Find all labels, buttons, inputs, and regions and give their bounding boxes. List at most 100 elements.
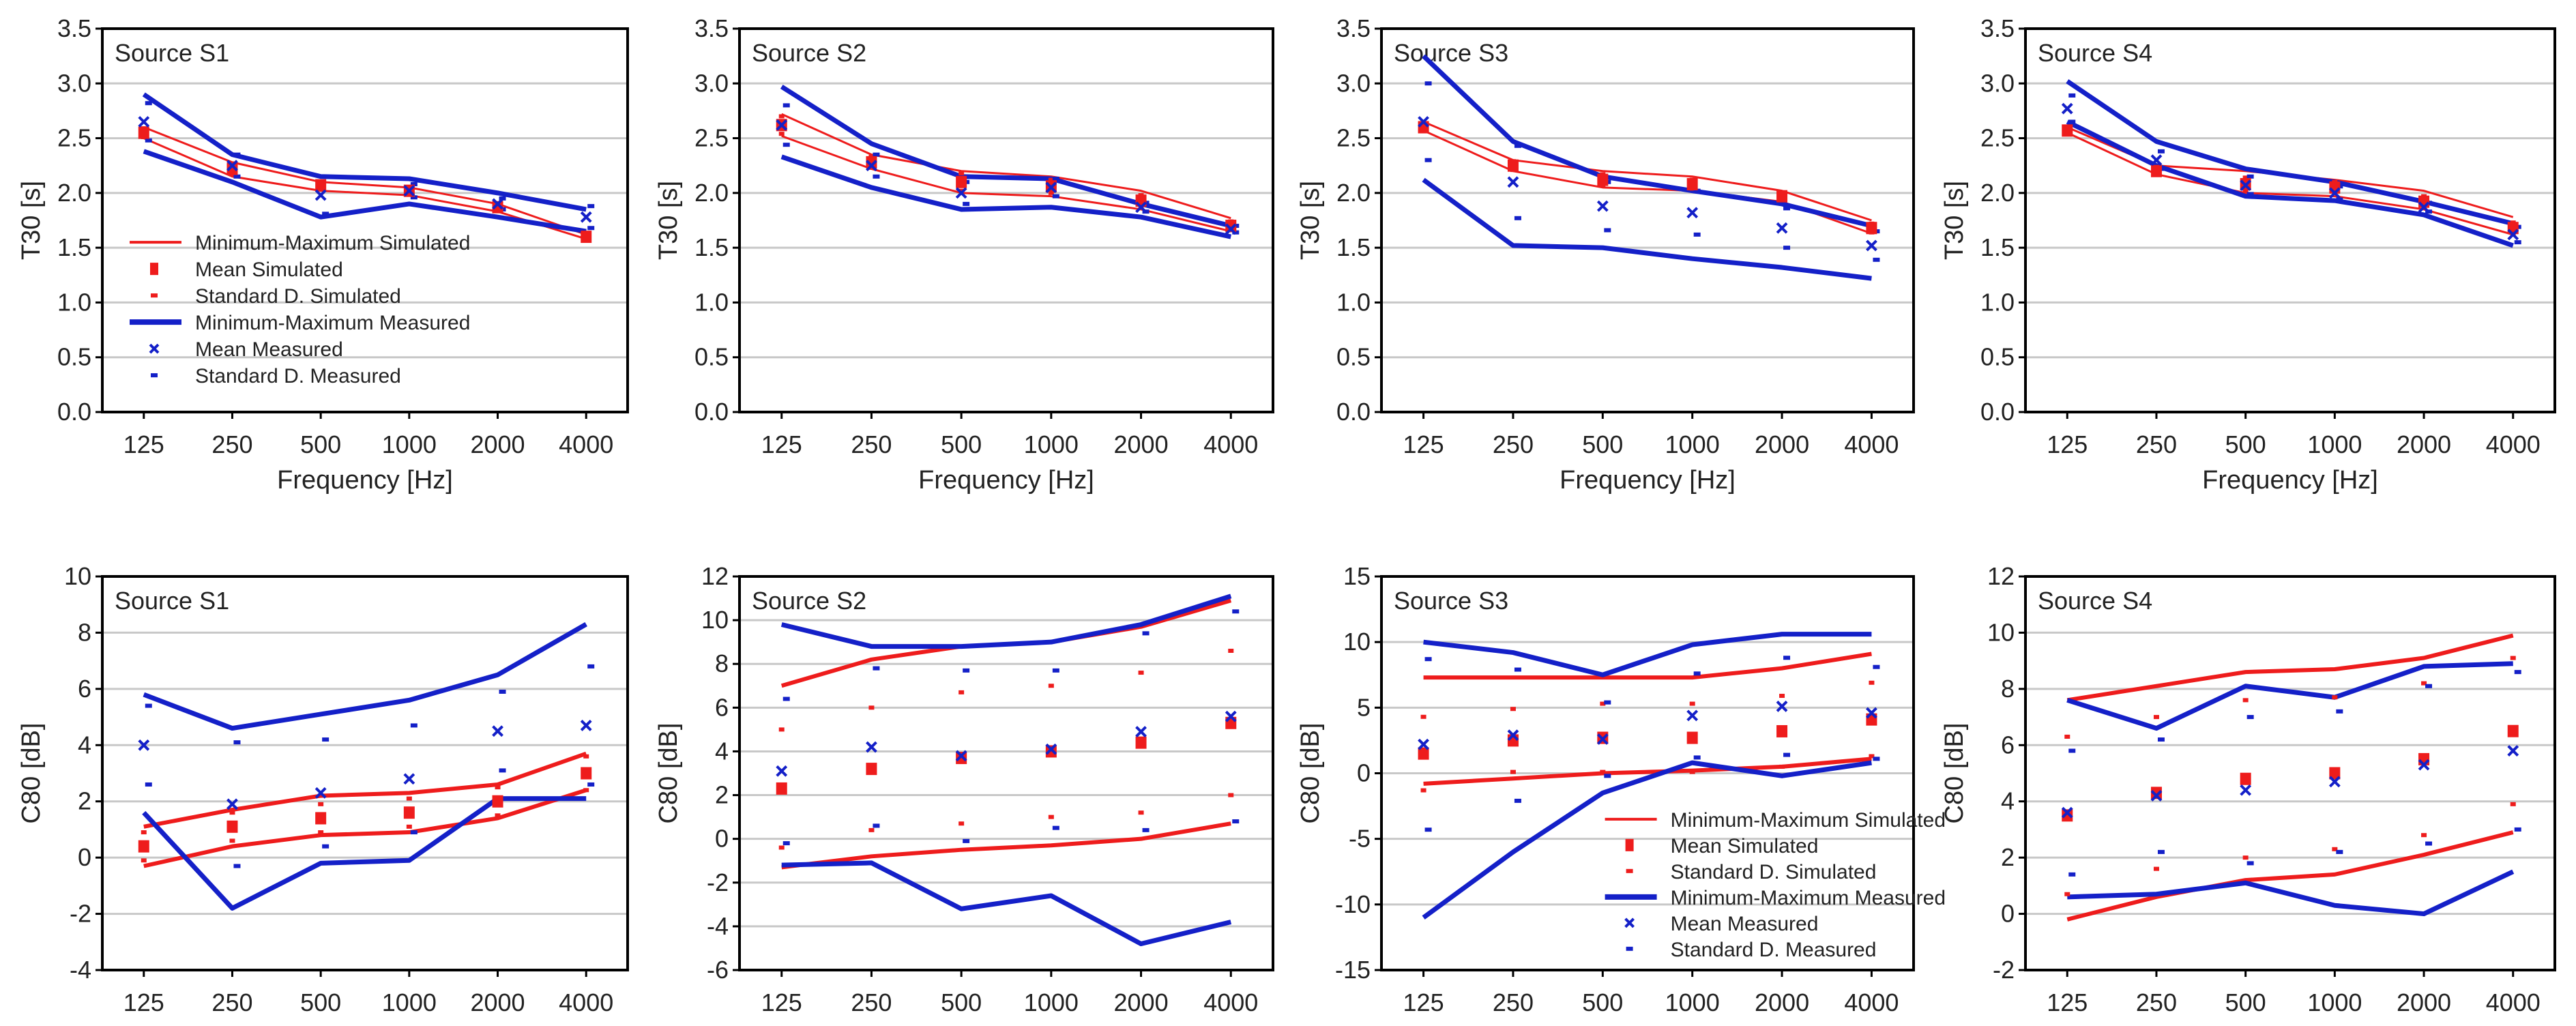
sd-simulated-marker — [583, 754, 589, 759]
mean-measured-marker — [1776, 700, 1788, 712]
sd-simulated-marker — [1138, 810, 1144, 815]
y-tick-label: 1.5 — [694, 233, 729, 261]
sd-simulated-marker — [778, 132, 785, 136]
sd-measured-marker — [2246, 715, 2254, 720]
min-simulated-line — [781, 134, 1231, 233]
mean-simulated-marker — [1686, 178, 1698, 191]
sd-measured-marker — [1514, 216, 1521, 220]
y-tick-label: 2.0 — [1336, 179, 1371, 207]
y-tick-label: 8 — [715, 649, 729, 677]
y-axis-label: C80 [dB] — [654, 723, 683, 824]
sd-measured-marker — [499, 689, 506, 694]
x-tick-label: 250 — [1493, 988, 1534, 1016]
mean-measured-marker — [1596, 200, 1609, 212]
sd-simulated-marker — [318, 802, 324, 806]
mean-measured-marker — [2061, 806, 2073, 819]
sd-measured-marker — [2157, 737, 2165, 742]
sd-simulated-marker — [1869, 680, 1875, 685]
sd-measured-marker — [873, 666, 880, 671]
y-tick-label: 0.0 — [694, 398, 729, 426]
sd-measured-marker — [2425, 684, 2433, 688]
x-tick-label: 1000 — [1024, 430, 1079, 458]
sd-simulated-marker — [1048, 815, 1054, 819]
x-tick-label: 500 — [941, 988, 982, 1016]
mean-simulated-marker — [2150, 164, 2162, 177]
y-tick-label: 3.5 — [1336, 14, 1371, 42]
y-tick-label: 15 — [1343, 562, 1371, 590]
legend-label: Mean Measured — [1671, 913, 1819, 935]
sd-simulated-marker — [2332, 847, 2338, 851]
sd-measured-marker — [1424, 657, 1432, 662]
max-measured-line — [143, 622, 587, 731]
sd-measured-marker — [873, 823, 880, 828]
mean-measured-marker — [403, 185, 415, 197]
sd-simulated-marker — [2242, 698, 2249, 703]
sd-measured-marker — [1693, 188, 1701, 193]
y-tick-label: 4 — [78, 731, 91, 759]
mean-simulated-marker — [2329, 767, 2341, 780]
mean-measured-marker — [1686, 709, 1699, 722]
legend-label: Standard D. Simulated — [1671, 861, 1877, 883]
sd-simulated-marker — [1779, 764, 1785, 769]
min-simulated-line — [1423, 757, 1872, 786]
min-measured-line — [1422, 760, 1872, 920]
x-tick-label: 2000 — [470, 430, 525, 458]
x-tick-label: 125 — [123, 988, 164, 1016]
sd-measured-marker — [1604, 774, 1611, 778]
y-tick-label: 0.5 — [57, 343, 91, 371]
legend-square-swatch — [150, 263, 158, 276]
y-axis-label: T30 [s] — [1940, 181, 1969, 260]
sd-measured-marker — [1514, 798, 1521, 803]
legend-label: Minimum-Maximum Simulated — [195, 232, 470, 254]
mean-simulated-marker — [1418, 747, 1429, 760]
mean-measured-marker — [776, 119, 788, 131]
y-axis-label: T30 [s] — [17, 181, 46, 260]
mean-simulated-marker — [2062, 124, 2073, 137]
x-tick-label: 2000 — [1114, 988, 1169, 1016]
y-tick-label: 0.5 — [1980, 343, 2015, 371]
x-axis-label: Frequency [Hz] — [1560, 466, 1736, 495]
x-tick-label: 500 — [2225, 430, 2266, 458]
mean-simulated-marker — [2062, 809, 2073, 822]
sd-measured-marker — [145, 101, 152, 106]
mean-measured-marker — [1776, 222, 1788, 234]
y-tick-label: -4 — [707, 912, 729, 940]
sd-simulated-marker — [583, 788, 589, 793]
x-tick-label: 125 — [761, 988, 802, 1016]
min-simulated-line — [781, 821, 1231, 870]
x-tick-label: 1000 — [382, 988, 437, 1016]
sd-measured-marker — [1783, 246, 1791, 250]
plot-frame — [1380, 575, 1915, 971]
sd-measured-marker — [2068, 119, 2076, 124]
legend-x-swatch — [1624, 918, 1635, 928]
legend-label: Standard D. Measured — [195, 365, 401, 387]
sd-measured-marker — [1142, 631, 1150, 636]
x-tick-label: 125 — [2047, 988, 2088, 1016]
min-simulated-line — [143, 788, 587, 868]
max-simulated-line — [1422, 121, 1872, 222]
x-axis-label: Frequency [Hz] — [277, 1024, 453, 1026]
sd-measured-marker — [587, 664, 595, 669]
y-axis-label: C80 [dB] — [1296, 723, 1325, 824]
y-tick-label: 0 — [2001, 900, 2015, 928]
y-tick-label: 3.0 — [1980, 69, 2015, 97]
y-tick-label: 10 — [1987, 618, 2015, 646]
x-tick-label: 500 — [1582, 988, 1623, 1016]
legend-label: Mean Simulated — [1671, 835, 1819, 858]
mean-measured-marker — [1045, 181, 1057, 194]
y-tick-label: 0.0 — [57, 398, 91, 426]
x-tick-label: 125 — [1403, 988, 1444, 1016]
sd-simulated-marker — [495, 813, 501, 818]
sd-measured-marker — [2514, 240, 2521, 245]
sd-measured-marker — [2336, 709, 2343, 714]
mean-measured-marker — [1507, 176, 1519, 188]
x-tick-label: 1000 — [382, 430, 437, 458]
mean-simulated-marker — [866, 763, 877, 776]
sd-measured-marker — [1232, 609, 1240, 614]
legend-label: Mean Simulated — [195, 259, 343, 281]
y-axis-label: T30 [s] — [654, 181, 683, 260]
sd-measured-marker — [2068, 93, 2076, 98]
mean-measured-marker — [2507, 229, 2519, 241]
sd-simulated-marker — [2510, 656, 2516, 660]
mean-measured-marker — [403, 773, 415, 785]
